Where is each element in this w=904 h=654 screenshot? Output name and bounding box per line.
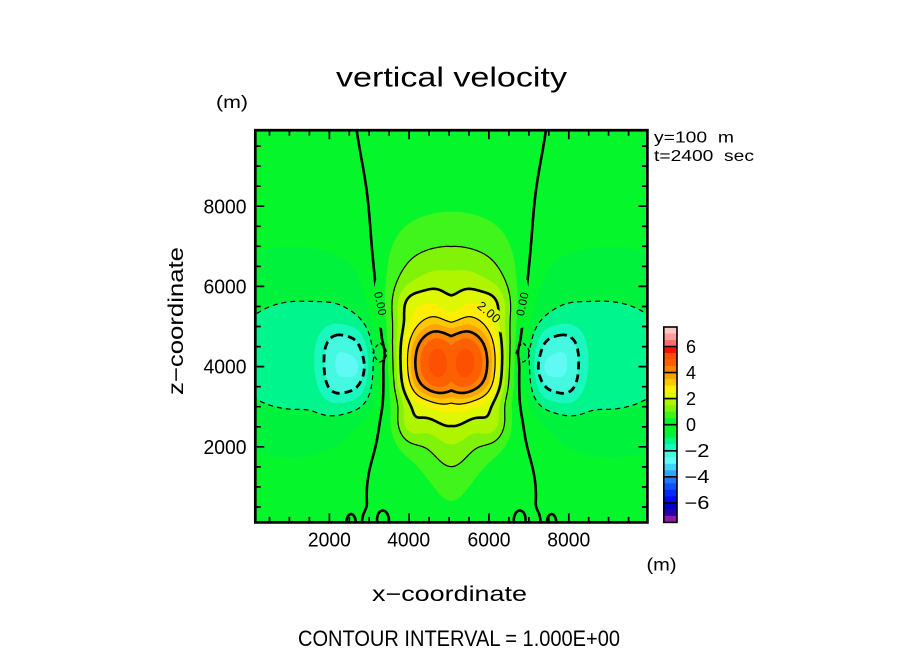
svg-text:x−coordinate: x−coordinate	[372, 583, 527, 606]
svg-text:−2: −2	[685, 441, 710, 461]
svg-text:z−coordinate: z−coordinate	[165, 247, 188, 395]
svg-text:CONTOUR INTERVAL = 1.000E+00: CONTOUR INTERVAL = 1.000E+00	[298, 626, 620, 651]
svg-text:2: 2	[686, 389, 696, 409]
svg-text:t=2400 sec: t=2400 sec	[654, 148, 754, 165]
svg-text:2000: 2000	[204, 437, 247, 459]
svg-text:8000: 8000	[547, 530, 590, 552]
svg-text:0: 0	[686, 415, 696, 435]
svg-text:4: 4	[686, 363, 696, 383]
svg-text:−4: −4	[685, 467, 710, 487]
svg-text:6000: 6000	[204, 277, 247, 299]
svg-text:−6: −6	[685, 493, 710, 513]
svg-text:(m): (m)	[216, 92, 248, 112]
svg-text:2000: 2000	[308, 530, 351, 552]
svg-text:4000: 4000	[387, 530, 430, 552]
svg-text:4000: 4000	[204, 357, 247, 379]
svg-text:(m): (m)	[647, 555, 677, 575]
svg-text:6: 6	[686, 337, 696, 357]
svg-text:8000: 8000	[204, 197, 247, 219]
svg-text:0.00: 0.00	[515, 291, 532, 317]
svg-text:6000: 6000	[468, 530, 511, 552]
svg-text:y=100 m: y=100 m	[654, 130, 734, 147]
svg-text:vertical velocity: vertical velocity	[336, 62, 567, 93]
svg-text:0.00: 0.00	[371, 291, 388, 317]
